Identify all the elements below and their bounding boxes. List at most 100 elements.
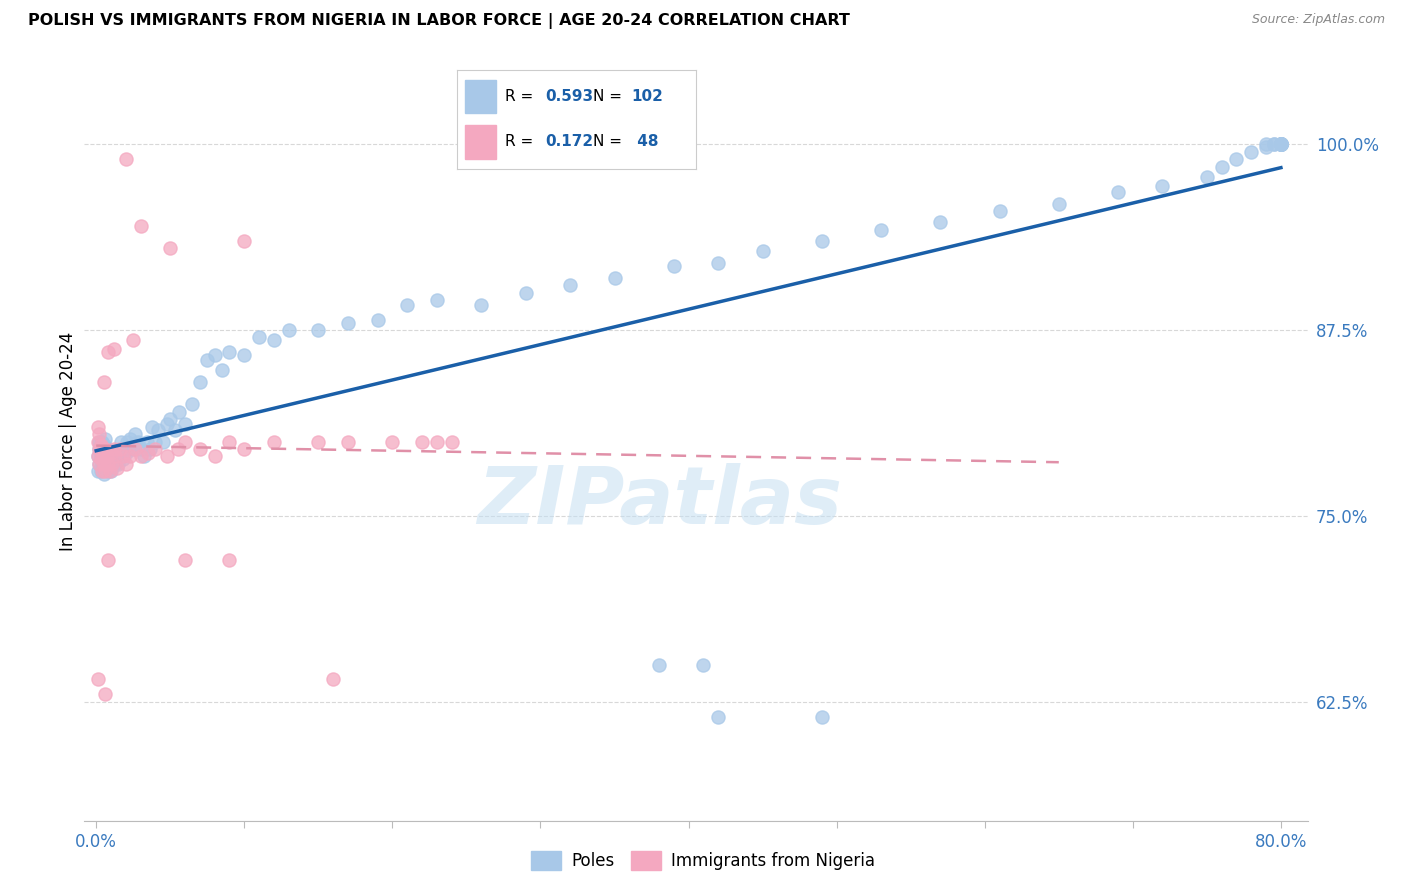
Point [470,298,492,312]
Point [204,348,226,362]
Point [100,446,122,460]
Point [93,457,115,471]
Point [90,464,112,478]
Point [811,234,834,248]
Point [396,298,419,312]
Point [145,442,167,456]
Point [122,334,145,348]
Point [111,452,134,467]
Point [1270,137,1292,152]
Point [91,434,114,449]
Point [101,457,124,471]
Point [93,442,115,456]
Point [100,450,122,464]
Point [86,464,108,478]
Point [1263,137,1285,152]
Point [110,434,132,449]
Point [277,323,299,337]
Point [129,219,152,233]
Point [91,442,114,456]
Point [159,412,181,426]
Point [426,293,449,308]
Point [141,419,163,434]
Point [1270,137,1292,152]
Point [112,442,135,456]
Point [336,434,359,449]
Point [90,434,112,449]
Point [515,285,537,300]
Point [1195,169,1218,184]
Point [94,687,117,701]
Point [98,459,121,474]
Point [188,375,211,389]
Point [103,450,125,464]
Point [86,450,108,464]
Point [89,427,111,442]
Point [662,259,685,273]
Point [86,434,108,449]
Point [94,432,117,446]
Point [93,452,115,467]
Point [114,152,136,166]
Point [136,446,159,460]
Text: ZIPatlas: ZIPatlas [477,463,842,541]
Point [89,457,111,471]
Point [117,434,139,449]
Point [174,417,197,431]
Point [156,417,179,431]
Point [148,423,170,437]
Point [97,442,120,456]
Point [1107,185,1129,199]
Point [129,442,152,456]
Point [120,450,142,464]
Point [118,442,141,456]
Point [89,442,111,456]
Point [218,434,240,449]
Point [195,352,218,367]
Point [108,442,131,456]
Point [86,419,108,434]
Legend: Poles, Immigrants from Nigeria: Poles, Immigrants from Nigeria [524,844,882,877]
Point [381,434,404,449]
Point [181,397,204,411]
Point [94,464,117,478]
Point [1270,137,1292,152]
Point [367,312,389,326]
Point [263,334,285,348]
Point [707,709,730,723]
Point [132,450,155,464]
Point [336,316,359,330]
Point [114,446,136,460]
Point [98,464,121,478]
Point [411,434,433,449]
Point [233,348,256,362]
Point [174,434,197,449]
Point [86,450,108,464]
Point [152,434,174,449]
Y-axis label: In Labor Force | Age 20-24: In Labor Force | Age 20-24 [59,332,77,551]
Point [89,442,111,456]
Point [1256,140,1278,154]
Point [94,461,117,475]
Point [90,437,112,451]
Point [1270,137,1292,152]
Point [1270,137,1292,152]
Point [91,446,114,460]
Point [218,345,240,359]
Point [233,442,256,456]
Point [114,457,136,471]
Point [101,457,124,471]
Text: Source: ZipAtlas.com: Source: ZipAtlas.com [1251,13,1385,27]
Point [91,464,114,478]
Point [120,432,142,446]
Point [138,442,160,456]
Point [93,375,115,389]
Point [166,442,188,456]
Point [97,345,120,359]
Point [247,330,270,344]
Point [751,244,773,259]
Point [1225,152,1247,166]
Point [86,673,108,687]
Point [204,450,226,464]
Point [233,234,256,248]
